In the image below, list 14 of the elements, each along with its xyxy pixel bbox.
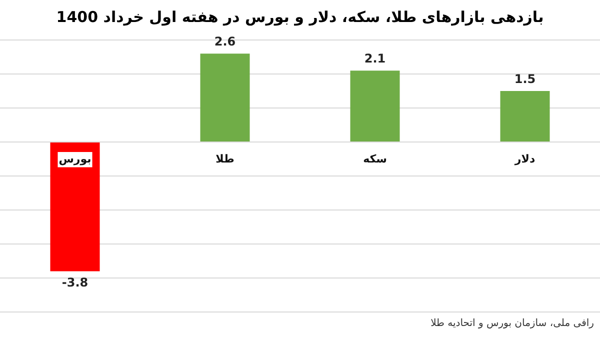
data-label: 2.1 [364, 52, 386, 66]
bar [200, 54, 250, 142]
bar [50, 142, 100, 272]
data-label: 2.6 [214, 34, 236, 49]
chart-title: بازدهی بازارهای طلا، سکه، دلار و بورس در هفته اول خرداد 1400 [55, 8, 545, 26]
x-tick-label: طلا [216, 152, 234, 166]
bar [500, 91, 550, 142]
bar [350, 70, 400, 142]
text: رافی ملی، سازمان بورس و اتحادیه طلا [430, 318, 594, 329]
data-label: 1.5 [514, 72, 536, 86]
x-tick-label: بورس [58, 152, 92, 166]
x-tick-label: سکه [363, 152, 387, 166]
data-label: -3.8 [62, 275, 88, 290]
x-tick-label: دلار [514, 152, 536, 166]
